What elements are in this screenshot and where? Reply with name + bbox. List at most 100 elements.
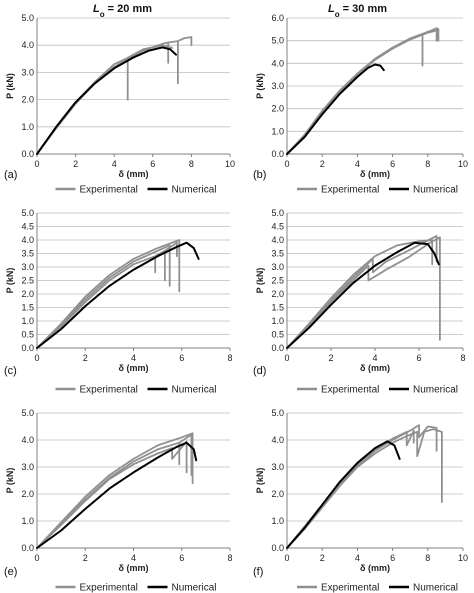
x-tick-label: 8 bbox=[460, 353, 465, 363]
y-axis-label: P (kN) bbox=[255, 468, 265, 494]
column-title-subscript: o bbox=[335, 10, 340, 19]
y-tick-label: 1.5 bbox=[271, 303, 284, 313]
experimental-series-line bbox=[286, 428, 443, 549]
y-tick-label: 3.5 bbox=[21, 249, 34, 259]
experimental-series-line bbox=[286, 239, 434, 349]
x-tick-label: 8 bbox=[227, 553, 232, 563]
column-title-symbol: L bbox=[328, 3, 335, 15]
column-title-value: = 30 mm bbox=[340, 3, 388, 15]
legend-label-numerical: Numerical bbox=[172, 385, 217, 396]
numerical-series-line bbox=[286, 241, 440, 349]
x-tick-label: 2 bbox=[320, 159, 325, 169]
x-tick-label: 8 bbox=[425, 553, 430, 563]
y-tick-label: 3.0 bbox=[21, 67, 34, 77]
panel-label: (b) bbox=[253, 169, 266, 181]
experimental-series-line bbox=[36, 239, 181, 349]
x-tick-label: 10 bbox=[458, 159, 468, 169]
legend-label-experimental: Experimental bbox=[80, 583, 138, 593]
y-tick-label: 5.0 bbox=[21, 408, 34, 418]
chart-panels: 0.0 1.0 2.0 3.0 4.0 5.0 0 2 4 6 8 10 δ (mm) P (kN) (a)… bbox=[4, 13, 468, 593]
panel-label: (d) bbox=[253, 365, 266, 377]
y-tick-label: 5.0 bbox=[21, 208, 34, 218]
legend: Experimental Numerical bbox=[297, 583, 458, 593]
y-tick-label: 1.0 bbox=[271, 516, 284, 526]
x-tick-label: 4 bbox=[355, 159, 360, 169]
y-tick-label: 4.0 bbox=[271, 58, 284, 68]
legend-label-numerical: Numerical bbox=[172, 185, 217, 196]
chart-panel-b: 0.0 1.0 2.0 3.0 4.0 5.0 6.0 0 2 4 6 8 10 δ (mm) P (kN)… bbox=[253, 13, 468, 196]
x-tick-label: 6 bbox=[390, 159, 395, 169]
x-tick-label: 10 bbox=[458, 553, 468, 563]
y-tick-label: 5.0 bbox=[271, 408, 284, 418]
legend-label-experimental: Experimental bbox=[321, 385, 379, 396]
x-tick-label: 8 bbox=[227, 353, 232, 363]
experimental-series-line bbox=[36, 244, 171, 349]
experimental-series-line bbox=[286, 236, 441, 349]
y-tick-label: 1.5 bbox=[21, 303, 34, 313]
y-tick-label: 2.5 bbox=[21, 276, 34, 286]
legend-label-numerical: Numerical bbox=[413, 185, 458, 196]
experimental-series-line bbox=[36, 433, 193, 549]
y-axis-label: P (kN) bbox=[5, 468, 15, 494]
y-tick-label: 5.0 bbox=[21, 13, 34, 23]
legend: Experimental Numerical bbox=[297, 385, 458, 396]
chart-panel-d: 0.0 0.5 1.0 1.5 2.0 2.5 3.0 3.5 4.0 4.5 5.0 0 2 4 6 8 δ … bbox=[253, 208, 466, 396]
x-axis-label: δ (mm) bbox=[360, 169, 390, 179]
x-tick-label: 2 bbox=[328, 353, 333, 363]
x-tick-label: 8 bbox=[189, 159, 194, 169]
x-tick-label: 0 bbox=[34, 159, 39, 169]
column-title-2: Lo = 30 mm bbox=[328, 3, 387, 19]
y-tick-label: 3.0 bbox=[21, 262, 34, 272]
y-tick-label: 4.0 bbox=[271, 235, 284, 245]
experimental-series-line bbox=[286, 29, 438, 155]
x-axis-label: δ (mm) bbox=[360, 563, 390, 573]
y-tick-label: 3.0 bbox=[21, 462, 34, 472]
panel-label: (e) bbox=[4, 566, 17, 578]
column-titles: Lo = 20 mm Lo = 30 mm bbox=[93, 3, 387, 19]
y-tick-label: 6.0 bbox=[271, 13, 284, 23]
x-axis-label: δ (mm) bbox=[119, 169, 149, 179]
y-tick-label: 0.0 bbox=[21, 343, 34, 353]
numerical-series-line bbox=[286, 440, 401, 549]
experimental-series-line bbox=[36, 241, 178, 349]
y-tick-label: 1.0 bbox=[271, 126, 284, 136]
x-tick-label: 2 bbox=[83, 353, 88, 363]
x-tick-label: 10 bbox=[225, 159, 235, 169]
x-tick-label: 6 bbox=[179, 353, 184, 363]
y-tick-label: 2.0 bbox=[21, 289, 34, 299]
y-tick-label: 3.0 bbox=[271, 262, 284, 272]
x-tick-label: 0 bbox=[284, 159, 289, 169]
y-axis-label: P (kN) bbox=[5, 73, 15, 99]
column-title-1: Lo = 20 mm bbox=[93, 3, 152, 19]
y-tick-label: 0.0 bbox=[21, 149, 34, 159]
y-axis-label: P (kN) bbox=[255, 73, 265, 99]
y-axis-label: P (kN) bbox=[5, 268, 15, 294]
experimental-series-line bbox=[36, 432, 194, 549]
x-tick-label: 2 bbox=[73, 159, 78, 169]
experimental-series-line bbox=[36, 36, 193, 155]
y-tick-label: 1.0 bbox=[21, 122, 34, 132]
y-tick-label: 2.0 bbox=[271, 104, 284, 114]
panel-label: (c) bbox=[4, 365, 17, 377]
x-tick-label: 0 bbox=[284, 553, 289, 563]
y-tick-label: 2.0 bbox=[271, 489, 284, 499]
chart-panel-c: 0.0 0.5 1.0 1.5 2.0 2.5 3.0 3.5 4.0 4.5 5.0 0 2 4 6 8 δ … bbox=[4, 208, 233, 396]
x-tick-label: 6 bbox=[179, 553, 184, 563]
chart-panel-a: 0.0 1.0 2.0 3.0 4.0 5.0 0 2 4 6 8 10 δ (mm) P (kN) (a)… bbox=[4, 13, 235, 196]
legend-label-experimental: Experimental bbox=[80, 185, 138, 196]
y-tick-label: 2.5 bbox=[271, 276, 284, 286]
x-tick-label: 6 bbox=[390, 553, 395, 563]
y-tick-label: 0.0 bbox=[271, 149, 284, 159]
y-tick-label: 4.0 bbox=[21, 435, 34, 445]
panel-label: (f) bbox=[253, 566, 263, 578]
x-tick-label: 6 bbox=[150, 159, 155, 169]
column-title-symbol: L bbox=[93, 3, 100, 15]
y-tick-label: 4.5 bbox=[21, 222, 34, 232]
x-tick-label: 0 bbox=[34, 553, 39, 563]
x-tick-label: 6 bbox=[416, 353, 421, 363]
x-tick-label: 2 bbox=[320, 553, 325, 563]
y-tick-label: 4.0 bbox=[271, 435, 284, 445]
legend: Experimental Numerical bbox=[297, 185, 458, 196]
column-title-subscript: o bbox=[100, 10, 105, 19]
y-axis-label: P (kN) bbox=[255, 268, 265, 294]
